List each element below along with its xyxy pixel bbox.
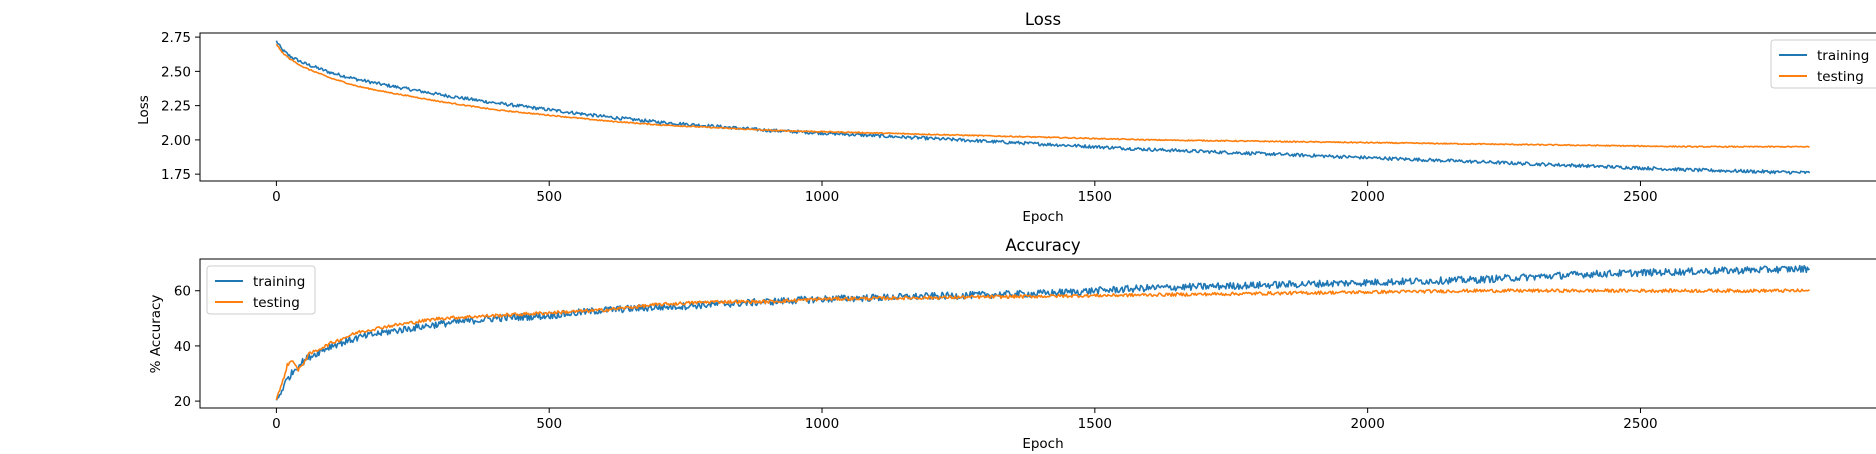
accuracy-x-tick-label: 0 — [272, 416, 281, 432]
accuracy-axis-ticks: 0 500 1000 1500 2000 2500 20 40 60 — [174, 284, 1658, 432]
loss-x-tick-label: 500 — [536, 189, 562, 205]
accuracy-series-training — [275, 264, 1811, 401]
loss-y-tick-label: 2.50 — [161, 64, 191, 80]
accuracy-x-tick-label: 2500 — [1623, 416, 1657, 432]
loss-y-tick-label: 1.75 — [161, 167, 191, 183]
loss-y-tick-label: 2.00 — [161, 133, 191, 149]
loss-axis-ticks: 0 500 1000 1500 2000 2500 1.75 2.00 2.25 2.50 2.75 — [161, 30, 1658, 205]
loss-legend-label: training — [1817, 48, 1869, 64]
loss-series-testing — [275, 43, 1810, 149]
accuracy-series-testing — [275, 288, 1810, 401]
loss-legend-label: testing — [1817, 69, 1864, 85]
loss-x-tick-label: 2500 — [1623, 189, 1657, 205]
accuracy-x-tick-label: 2000 — [1350, 416, 1384, 432]
accuracy-x-tick-label: 1500 — [1078, 416, 1112, 432]
accuracy-y-tick-label: 60 — [174, 284, 191, 300]
loss-series-training — [275, 40, 1811, 175]
accuracy-x-tick-label: 500 — [536, 416, 562, 432]
loss-y-axis-label: Loss — [136, 95, 152, 125]
accuracy-y-tick-label: 20 — [174, 394, 191, 410]
loss-x-tick-label: 2000 — [1350, 189, 1384, 205]
loss-y-tick-label: 2.75 — [161, 30, 191, 46]
accuracy-x-axis-label: Epoch — [1022, 436, 1063, 452]
loss-x-tick-label: 0 — [272, 189, 281, 205]
loss-chart: Loss Epoch Loss 0 500 1000 1500 2000 2500 1.75… — [136, 10, 1876, 225]
accuracy-legend: training testing — [206, 265, 316, 315]
accuracy-y-tick-label: 40 — [174, 339, 191, 355]
accuracy-legend-label: training — [253, 274, 305, 290]
accuracy-plot-frame — [199, 258, 1876, 409]
accuracy-x-tick-label: 1000 — [805, 416, 839, 432]
accuracy-legend-label: testing — [253, 295, 300, 311]
loss-x-tick-label: 1500 — [1078, 189, 1112, 205]
accuracy-chart: Accuracy Epoch % Accuracy 0 500 1000 1500 20… — [148, 236, 1876, 452]
accuracy-chart-title: Accuracy — [1005, 236, 1081, 255]
loss-plot-frame — [199, 32, 1876, 182]
loss-y-tick-label: 2.25 — [161, 99, 191, 115]
loss-series — [275, 40, 1811, 175]
loss-legend: training testing — [1770, 39, 1876, 89]
accuracy-y-axis-label: % Accuracy — [148, 295, 164, 374]
loss-chart-title: Loss — [1025, 10, 1061, 29]
accuracy-series — [275, 264, 1811, 401]
loss-x-tick-label: 1000 — [805, 189, 839, 205]
loss-x-axis-label: Epoch — [1022, 209, 1063, 225]
